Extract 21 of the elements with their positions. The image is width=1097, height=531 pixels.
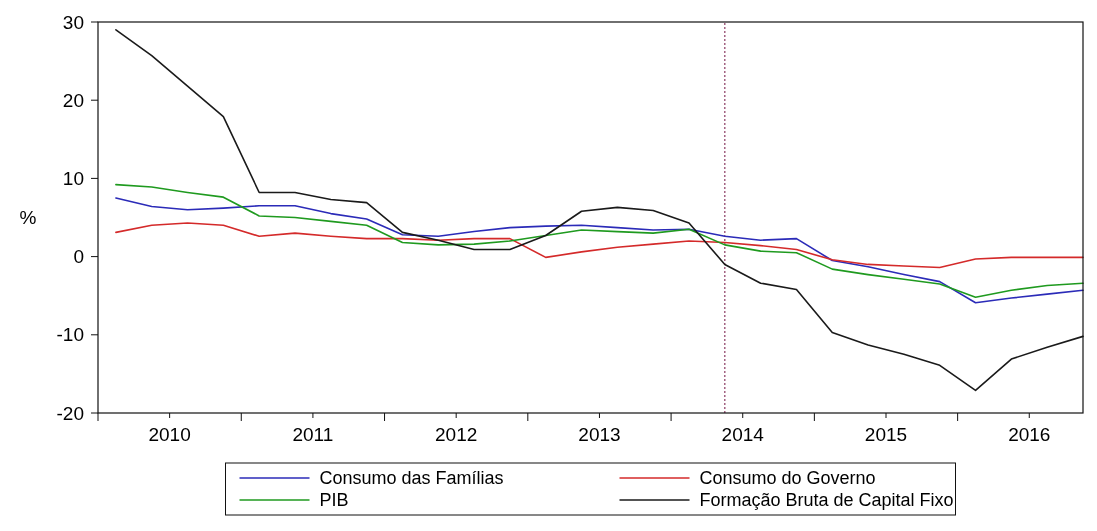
x-tick-label: 2015 [864,424,908,445]
x-tick-label: 2011 [292,424,334,445]
x-tick-label: 2010 [148,424,191,445]
y-axis-title: % [19,207,37,229]
line-series [115,183,1084,299]
y-tick-label: -20 [56,402,84,424]
x-tick-label: 2012 [435,424,478,445]
x-tick-label: 2013 [578,424,621,445]
legend-label: PIB [319,490,349,511]
line-series [115,222,1084,269]
y-tick-label: 0 [73,246,84,268]
legend-label: Consumo das Famílias [319,468,504,489]
y-tick-label: -10 [56,324,84,346]
line-series [115,197,1084,304]
y-tick-label: 20 [62,89,84,111]
legend-label: Consumo do Governo [699,468,876,489]
y-tick-label: 10 [62,168,84,190]
x-tick-label: 2016 [1008,424,1051,445]
legend-label: Formação Bruta de Capital Fixo [699,490,954,511]
x-tick-label: 2014 [721,424,765,445]
y-tick-label: 30 [62,11,84,33]
